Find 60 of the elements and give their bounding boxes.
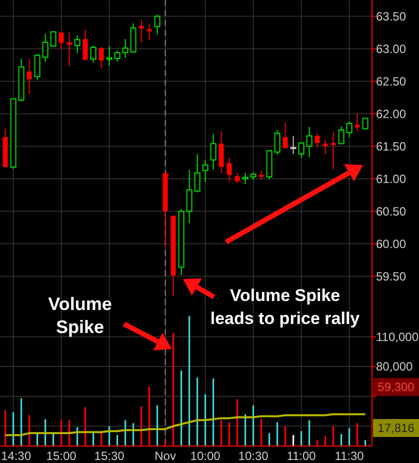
candlestick (314, 133, 320, 148)
candlestick (218, 130, 224, 174)
x-tick-label: 10:30 (238, 449, 269, 463)
candlestick (26, 58, 32, 95)
candlestick (66, 32, 72, 67)
y-tick-label: 60.50 (376, 204, 406, 218)
candlestick (330, 131, 336, 170)
annotation: Volume Spike leads to price rally (210, 286, 360, 328)
y-tick-label: 61.50 (376, 139, 406, 154)
candlestick (138, 19, 144, 43)
candlestick (354, 113, 360, 132)
candlestick (106, 46, 112, 66)
y-tick-label: 61.00 (376, 172, 406, 186)
candlestick (186, 169, 192, 224)
candlestick (290, 135, 296, 155)
candlestick (34, 53, 40, 80)
candlestick (202, 160, 208, 182)
y-tick-label: 62.00 (376, 106, 406, 121)
candlestick (282, 122, 288, 149)
y-tick-label: 63.50 (376, 9, 406, 24)
y-tick-label: 60.00 (376, 236, 406, 251)
candlestick (50, 30, 56, 48)
text: 17,816 (378, 421, 415, 436)
annotation: Volume Spike (48, 294, 112, 337)
candlestick (98, 46, 104, 69)
candlestick (226, 156, 232, 182)
candlestick (346, 121, 352, 138)
candlestick (242, 172, 248, 184)
candlestick (114, 50, 120, 62)
line-series (4, 413, 366, 436)
y-tick-label: 110,000 (376, 330, 419, 344)
candlestick (298, 142, 304, 158)
candlestick (90, 45, 96, 63)
candlestick (82, 28, 88, 61)
y-tick-label: 62.50 (376, 74, 406, 88)
x-tick-label: 15:00 (46, 449, 77, 463)
x-tick-label: Nov (154, 449, 176, 463)
y-tick-label: 80,000 (376, 360, 414, 374)
y-tick-label: 63.00 (376, 42, 406, 56)
candlestick (210, 133, 216, 170)
candlestick (74, 34, 80, 54)
candlestick (234, 172, 240, 184)
candlestick (258, 170, 264, 181)
x-tick-label: 11:30 (334, 449, 364, 463)
candlestick (58, 31, 64, 50)
candlestick (338, 126, 344, 145)
candlestick (194, 154, 200, 193)
text: 59,300 (378, 380, 415, 394)
candlestick (306, 126, 312, 158)
candlestick (42, 33, 48, 62)
candlestick (122, 38, 128, 58)
x-tick-label: 14:30 (0, 449, 32, 463)
x-tick-label: 10:00 (190, 449, 221, 463)
x-tick-label: 15:30 (94, 449, 125, 463)
candlestick (274, 130, 280, 156)
candlestick (322, 139, 328, 156)
candlestick (154, 14, 160, 35)
y-tick-label: 59.50 (376, 269, 406, 284)
candlestick (362, 118, 368, 130)
x-tick-label: 11:00 (286, 449, 316, 463)
